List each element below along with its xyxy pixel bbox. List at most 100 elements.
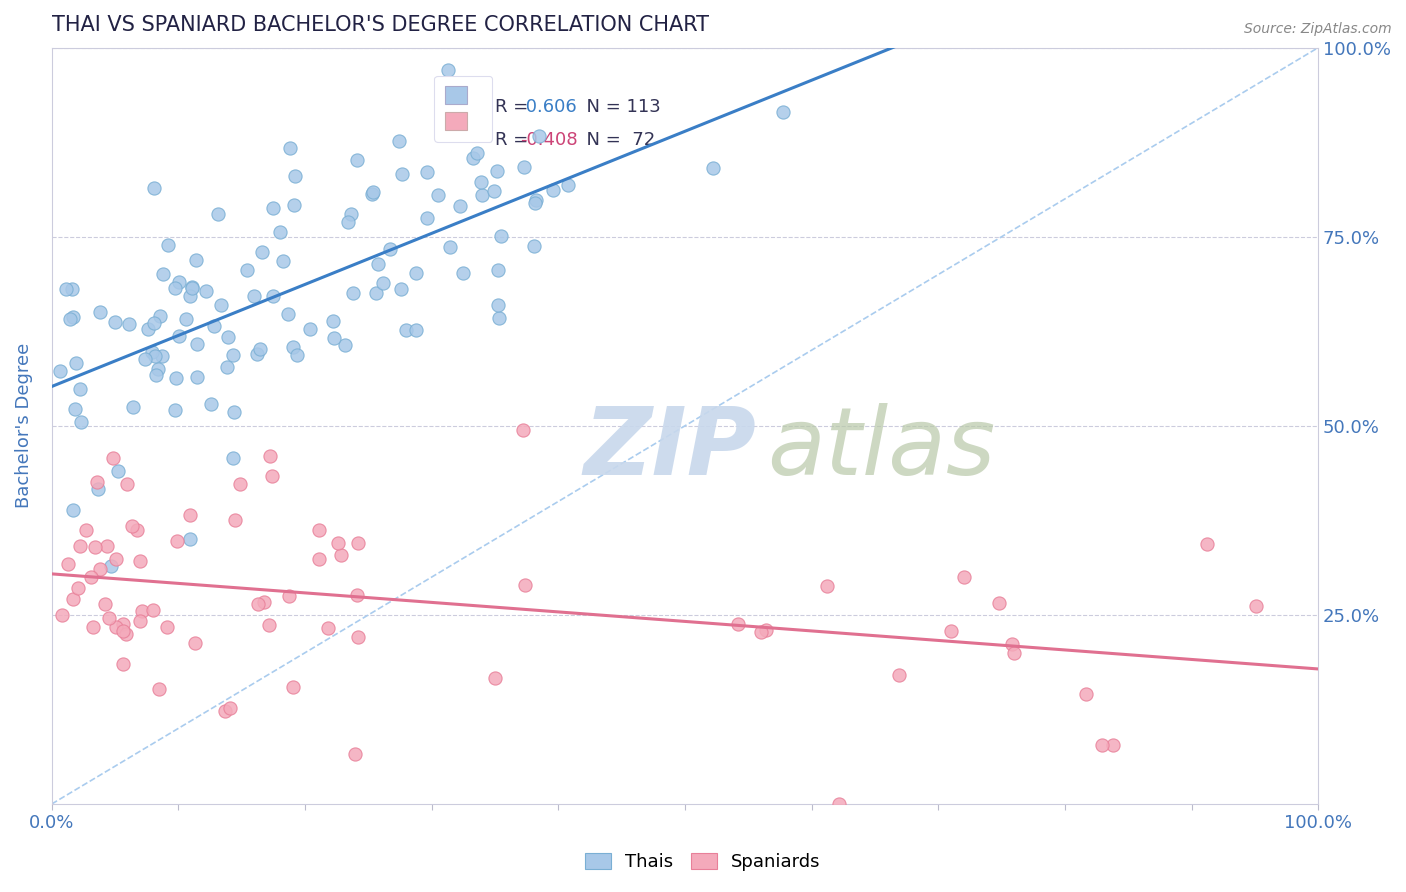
- Text: N = 113: N = 113: [575, 98, 661, 116]
- Text: N =  72: N = 72: [575, 131, 655, 149]
- Y-axis label: Bachelor's Degree: Bachelor's Degree: [15, 343, 32, 508]
- Legend: Thais, Spaniards: Thais, Spaniards: [578, 846, 828, 879]
- Point: [165, 403, 187, 417]
- Point: [484, 671, 506, 685]
- Point: [246, 347, 269, 361]
- Point: [149, 310, 172, 324]
- Point: [125, 523, 148, 537]
- Point: [316, 622, 339, 636]
- Point: [378, 242, 401, 256]
- Point: [184, 252, 207, 267]
- Point: [271, 254, 294, 268]
- Point: [405, 267, 427, 281]
- Point: [391, 167, 413, 181]
- Point: [772, 104, 794, 119]
- Point: [451, 266, 474, 280]
- Point: [148, 361, 170, 376]
- Point: [277, 306, 299, 320]
- Point: [165, 370, 187, 384]
- Point: [250, 245, 273, 260]
- Point: [131, 604, 153, 618]
- Point: [65, 401, 87, 416]
- Point: [58, 557, 80, 571]
- Legend: , : ,: [434, 76, 492, 142]
- Point: [281, 680, 304, 694]
- Text: THAI VS SPANIARD BACHELOR'S DEGREE CORRELATION CHART: THAI VS SPANIARD BACHELOR'S DEGREE CORRE…: [52, 15, 709, 35]
- Point: [939, 624, 962, 638]
- Point: [1074, 687, 1097, 701]
- Point: [449, 199, 471, 213]
- Point: [322, 331, 344, 345]
- Point: [257, 617, 280, 632]
- Point: [145, 368, 167, 382]
- Point: [128, 614, 150, 628]
- Point: [134, 351, 156, 366]
- Point: [523, 239, 546, 253]
- Point: [219, 701, 242, 715]
- Text: -0.408: -0.408: [520, 131, 578, 149]
- Point: [283, 198, 305, 212]
- Point: [394, 323, 416, 337]
- Point: [122, 401, 145, 415]
- Point: [253, 595, 276, 609]
- Point: [104, 620, 127, 634]
- Point: [121, 518, 143, 533]
- Point: [702, 161, 724, 175]
- Text: R =: R =: [495, 98, 534, 116]
- Point: [165, 281, 187, 295]
- Point: [142, 603, 165, 617]
- Point: [344, 747, 367, 761]
- Point: [89, 304, 111, 318]
- Point: [82, 620, 104, 634]
- Point: [988, 596, 1011, 610]
- Point: [246, 597, 269, 611]
- Point: [361, 187, 384, 202]
- Point: [51, 607, 73, 622]
- Point: [49, 364, 72, 378]
- Point: [439, 240, 461, 254]
- Point: [512, 161, 534, 175]
- Point: [62, 310, 84, 325]
- Point: [262, 289, 284, 303]
- Point: [828, 797, 851, 811]
- Point: [322, 314, 344, 328]
- Point: [200, 397, 222, 411]
- Point: [214, 704, 236, 718]
- Point: [329, 548, 352, 562]
- Point: [1091, 739, 1114, 753]
- Point: [93, 597, 115, 611]
- Point: [104, 315, 127, 329]
- Point: [62, 592, 84, 607]
- Point: [471, 188, 494, 202]
- Point: [100, 559, 122, 574]
- Point: [284, 169, 307, 184]
- Point: [217, 330, 239, 344]
- Point: [512, 423, 534, 437]
- Point: [222, 348, 245, 362]
- Point: [118, 318, 141, 332]
- Point: [152, 349, 174, 363]
- Point: [486, 297, 509, 311]
- Point: [953, 569, 976, 583]
- Point: [179, 289, 201, 303]
- Point: [749, 624, 772, 639]
- Point: [727, 616, 749, 631]
- Point: [405, 323, 427, 337]
- Text: Source: ZipAtlas.com: Source: ZipAtlas.com: [1244, 22, 1392, 37]
- Point: [86, 475, 108, 489]
- Point: [129, 554, 152, 568]
- Point: [186, 369, 208, 384]
- Point: [224, 405, 246, 419]
- Point: [887, 668, 910, 682]
- Point: [416, 211, 439, 226]
- Point: [62, 503, 84, 517]
- Point: [262, 201, 284, 215]
- Point: [97, 611, 120, 625]
- Point: [262, 469, 284, 483]
- Point: [114, 626, 136, 640]
- Point: [388, 134, 411, 148]
- Text: ZIP: ZIP: [583, 402, 756, 494]
- Point: [427, 187, 450, 202]
- Point: [1102, 738, 1125, 752]
- Point: [541, 183, 564, 197]
